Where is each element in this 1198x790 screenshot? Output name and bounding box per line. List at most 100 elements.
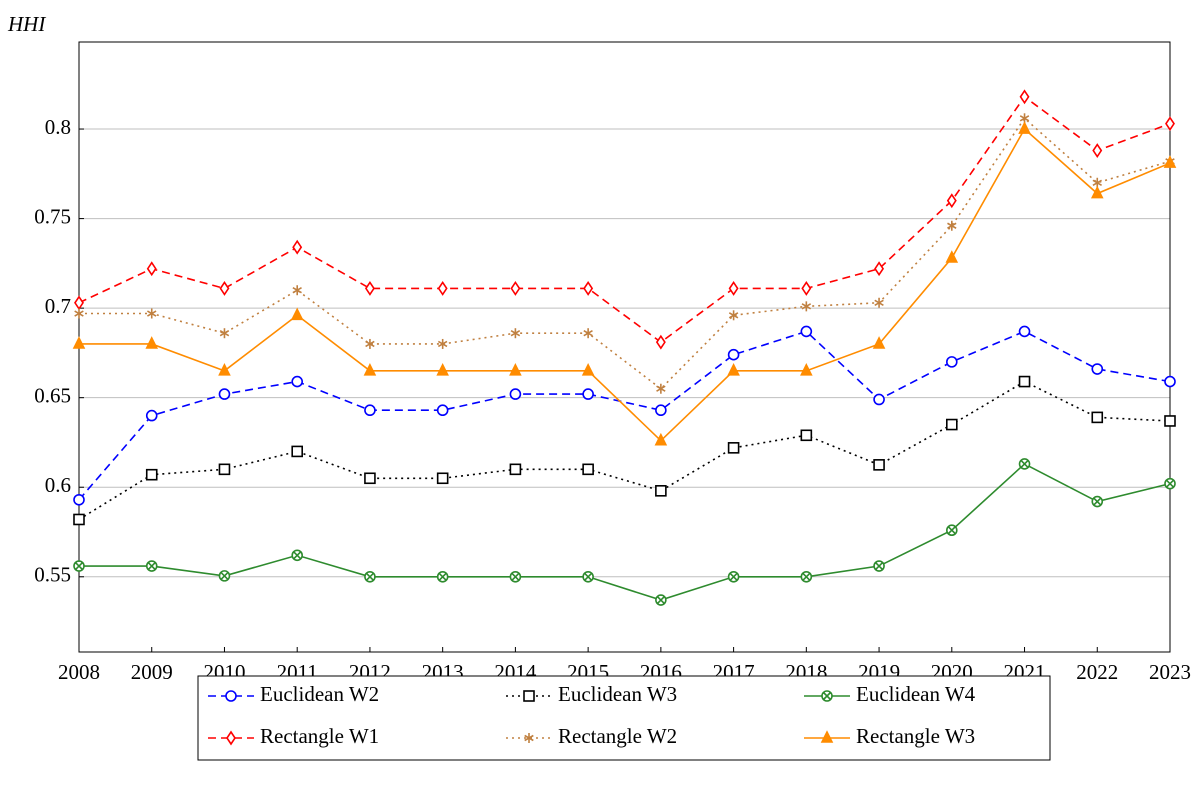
data-point <box>873 393 885 406</box>
data-point <box>801 301 812 312</box>
marker-part <box>437 280 448 296</box>
data-point <box>1018 121 1031 134</box>
data-point <box>945 356 958 368</box>
data-point <box>727 570 740 583</box>
marker-part <box>293 551 302 560</box>
marker-part <box>800 325 813 338</box>
marker-part <box>436 472 449 485</box>
data-point <box>365 338 375 349</box>
data-point <box>582 388 594 400</box>
marker-part <box>1091 363 1104 375</box>
data-point <box>73 560 85 572</box>
data-point <box>1164 415 1176 427</box>
marker-part <box>947 526 956 535</box>
marker-part <box>582 388 594 400</box>
data-point <box>800 325 813 338</box>
marker-part <box>290 307 304 321</box>
data-point <box>509 570 522 583</box>
data-point <box>655 404 667 417</box>
y-tick-label: 0.6 <box>45 473 71 497</box>
marker-part <box>945 418 958 431</box>
marker-part <box>511 572 520 581</box>
marker-part <box>509 363 522 376</box>
data-point <box>656 383 666 394</box>
marker-part <box>655 334 666 350</box>
y-tick-label: 0.55 <box>34 563 71 587</box>
series-line <box>78 330 1171 501</box>
data-point <box>945 418 958 431</box>
marker-part <box>801 303 812 310</box>
data-point <box>727 363 740 376</box>
legend-marker <box>226 730 236 746</box>
data-point <box>437 280 448 296</box>
marker-part <box>147 310 157 317</box>
marker-part <box>225 690 237 702</box>
marker-part <box>800 429 813 442</box>
data-point <box>291 445 304 458</box>
y-tick-label: 0.8 <box>45 115 71 139</box>
data-point <box>73 493 85 506</box>
data-point <box>510 328 521 339</box>
data-point <box>509 463 522 476</box>
marker-part <box>802 572 811 581</box>
y-axis-label: HHI <box>7 12 46 36</box>
data-point <box>364 280 375 296</box>
data-point <box>1091 411 1104 424</box>
data-point <box>218 570 231 582</box>
data-point <box>873 459 885 471</box>
marker-part <box>73 513 85 526</box>
marker-part <box>1018 325 1031 338</box>
marker-part <box>655 485 667 497</box>
marker-part <box>145 409 158 422</box>
marker-part <box>292 287 302 294</box>
data-point <box>947 220 957 231</box>
marker-part <box>509 463 522 476</box>
data-point <box>509 388 522 400</box>
data-point <box>145 409 158 422</box>
data-point <box>1090 185 1104 199</box>
marker-part <box>820 730 834 743</box>
y-tick-label: 0.65 <box>34 383 71 407</box>
marker-part <box>581 363 595 376</box>
data-point <box>655 594 667 606</box>
data-point <box>1091 363 1104 375</box>
data-point <box>292 239 303 255</box>
marker-part <box>73 493 85 506</box>
data-point <box>218 463 231 476</box>
data-point <box>582 570 594 583</box>
marker-part <box>656 385 666 392</box>
series-line <box>78 380 1171 521</box>
marker-part <box>945 356 958 368</box>
marker-part <box>583 280 594 296</box>
marker-part <box>728 312 739 319</box>
marker-part <box>873 393 885 406</box>
marker-part <box>363 363 377 376</box>
data-point <box>218 363 231 376</box>
marker-part <box>145 336 159 349</box>
legend-label: Rectangle W2 <box>558 724 677 748</box>
marker-part <box>583 330 593 337</box>
data-point <box>1091 495 1104 508</box>
data-point <box>1018 375 1031 388</box>
marker-part <box>874 261 885 277</box>
x-tick-label: 2009 <box>131 660 173 684</box>
marker-part <box>1092 143 1103 158</box>
data-point <box>800 363 813 376</box>
data-point <box>291 375 304 388</box>
data-point <box>74 308 84 319</box>
data-point <box>946 193 957 209</box>
data-point <box>145 560 158 572</box>
marker-part <box>218 363 231 376</box>
legend-label: Euclidean W3 <box>558 682 677 706</box>
marker-part <box>510 280 521 296</box>
marker-part <box>74 561 84 571</box>
legend-marker <box>820 730 834 743</box>
plot-frame <box>78 41 1171 653</box>
data-point <box>1092 143 1103 158</box>
data-point <box>73 513 85 526</box>
legend-box <box>197 675 1051 761</box>
marker-part <box>364 404 376 417</box>
data-point <box>219 280 230 296</box>
data-point <box>1163 155 1177 168</box>
marker-part <box>1018 375 1031 388</box>
